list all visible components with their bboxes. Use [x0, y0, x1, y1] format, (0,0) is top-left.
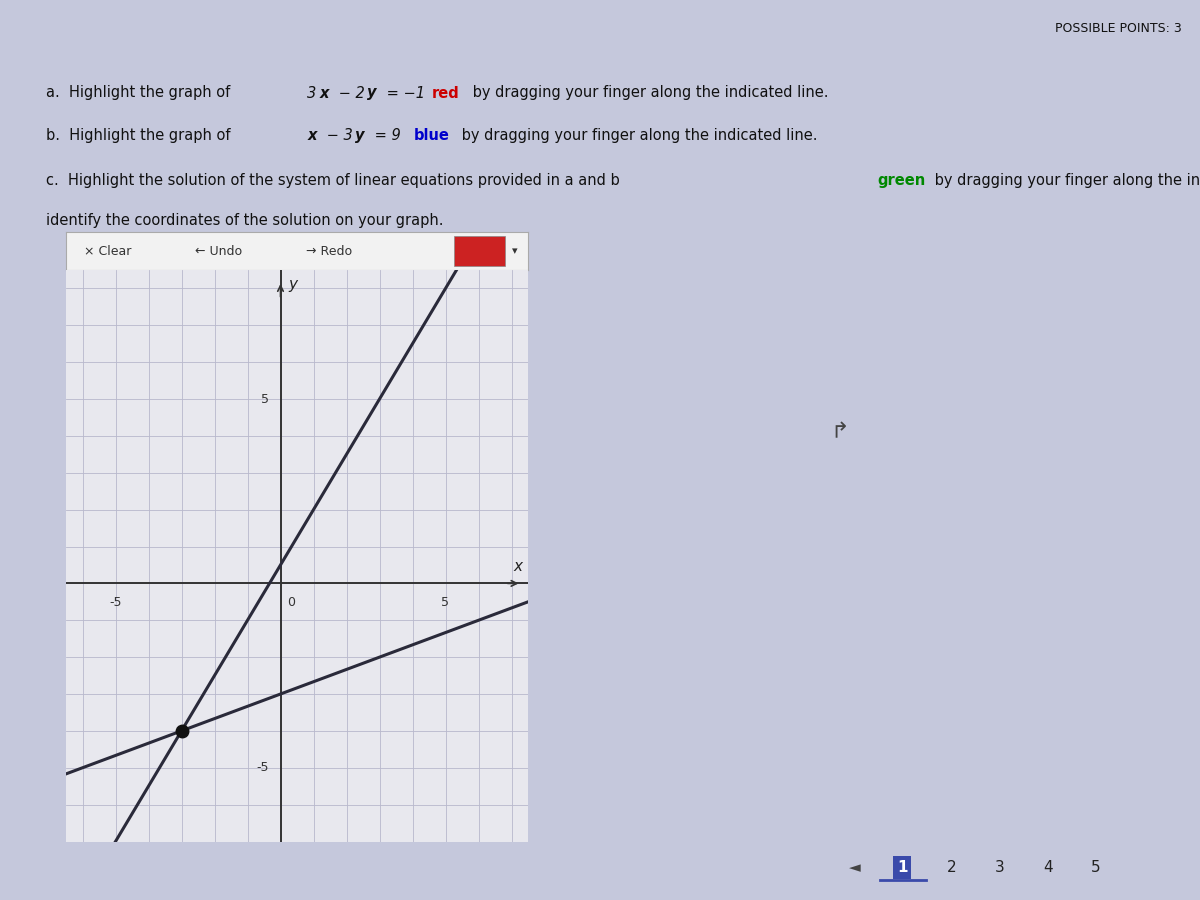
Text: x: x: [319, 86, 329, 101]
Text: ◄: ◄: [848, 860, 860, 875]
Text: identify the coordinates of the solution on your graph.: identify the coordinates of the solution…: [46, 213, 443, 229]
Text: by dragging your finger along the indicated line.: by dragging your finger along the indica…: [468, 86, 828, 101]
Text: 2: 2: [947, 860, 956, 875]
Text: a.  Highlight the graph of: a. Highlight the graph of: [46, 86, 234, 101]
Text: -5: -5: [109, 597, 121, 609]
Text: 5: 5: [442, 597, 450, 609]
Text: ▾: ▾: [512, 246, 517, 256]
Text: POSSIBLE POINTS: 3: POSSIBLE POINTS: 3: [1055, 22, 1182, 35]
Text: ← Undo: ← Undo: [196, 245, 242, 257]
Text: y: y: [289, 277, 298, 292]
Text: = −1: = −1: [382, 86, 430, 101]
Text: y: y: [367, 86, 377, 101]
Text: → Redo: → Redo: [306, 245, 353, 257]
Text: − 2: − 2: [334, 86, 365, 101]
Text: 4: 4: [1043, 860, 1052, 875]
Text: 0: 0: [287, 597, 295, 609]
Text: red: red: [432, 86, 460, 101]
Text: x: x: [514, 559, 523, 574]
Text: = 9: = 9: [370, 128, 404, 143]
Text: y: y: [355, 128, 365, 143]
Text: 1: 1: [898, 860, 907, 875]
Text: -5: -5: [257, 761, 269, 774]
Text: by dragging your finger along the indicated line.: by dragging your finger along the indica…: [457, 128, 817, 143]
Text: c.  Highlight the solution of the system of linear equations provided in a and b: c. Highlight the solution of the system …: [46, 173, 624, 188]
Text: ↱: ↱: [830, 422, 850, 442]
Text: 3: 3: [995, 860, 1004, 875]
Text: by dragging your finger along the indicated solution. Use your finger to: by dragging your finger along the indica…: [930, 173, 1200, 188]
Text: 3: 3: [307, 86, 317, 101]
Bar: [454, 236, 505, 266]
Text: − 3: − 3: [322, 128, 353, 143]
Text: blue: blue: [414, 128, 450, 143]
Text: 5: 5: [1091, 860, 1100, 875]
Text: 5: 5: [260, 392, 269, 406]
Text: b.  Highlight the graph of: b. Highlight the graph of: [46, 128, 235, 143]
Text: green: green: [877, 173, 925, 188]
Text: × Clear: × Clear: [84, 245, 132, 257]
Text: x: x: [307, 128, 317, 143]
